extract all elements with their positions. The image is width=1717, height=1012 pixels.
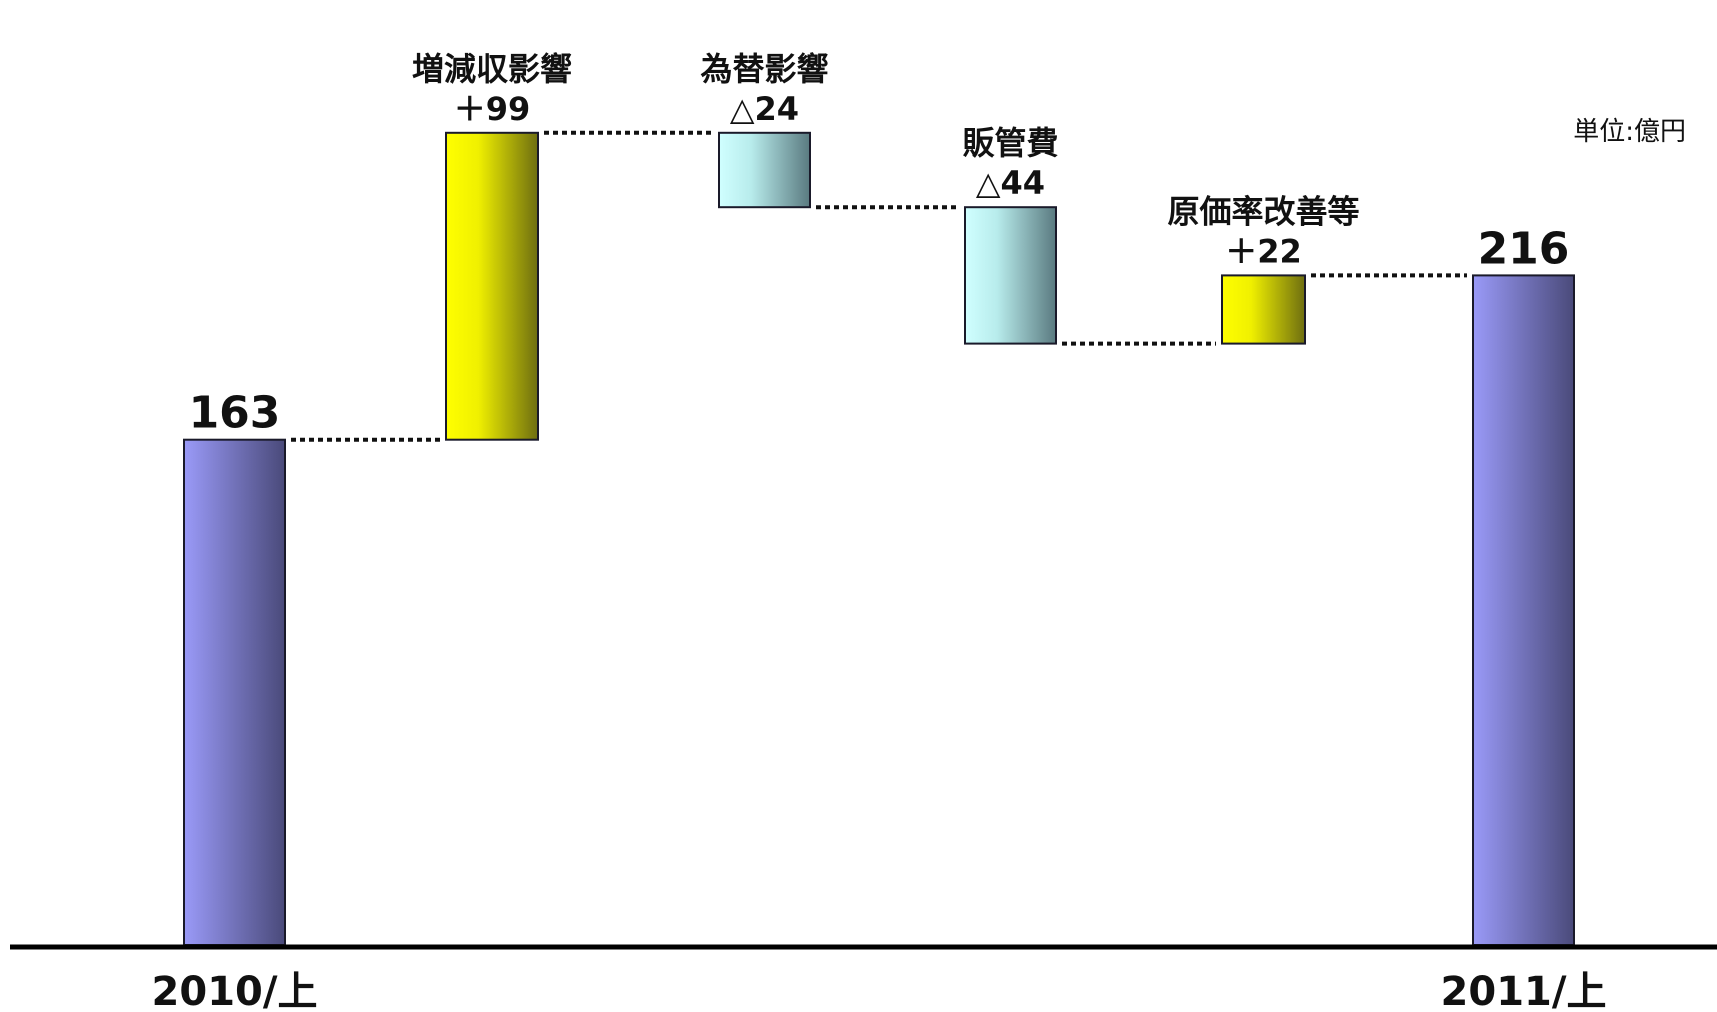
step-name-label-4: 原価率改善等 bbox=[1167, 192, 1359, 230]
bar-change-2 bbox=[718, 131, 811, 209]
bar-total-2010 bbox=[183, 438, 286, 946]
bar-change-4 bbox=[1221, 274, 1306, 345]
category-label-total-2010: 2010/上 bbox=[152, 969, 318, 1012]
step-name-label-3: 販管費 bbox=[962, 124, 1058, 162]
step-value-label-1: ＋99 bbox=[454, 90, 531, 128]
value-label-total-2011: 216 bbox=[1478, 223, 1570, 274]
step-value-label-4: ＋22 bbox=[1225, 232, 1302, 270]
bar-change-3 bbox=[964, 206, 1057, 345]
step-value-label-3: △44 bbox=[976, 164, 1045, 202]
connector-lines bbox=[291, 130, 1467, 442]
labels-layer: 163 2010/上 増減収影響＋99 為替影響△24 販管費△44 原価率改善等＋22 2… bbox=[152, 50, 1607, 1012]
category-label-total-2011: 2011/上 bbox=[1441, 969, 1607, 1012]
step-name-label-1: 増減収影響 bbox=[412, 50, 572, 88]
bar-total-2011 bbox=[1472, 274, 1575, 946]
value-label-total-2010: 163 bbox=[189, 388, 281, 439]
step-name-label-2: 為替影響 bbox=[700, 50, 828, 88]
step-value-label-2: △24 bbox=[730, 90, 799, 128]
bars-layer bbox=[183, 131, 1575, 946]
unit-label: 単位:億円 bbox=[1573, 117, 1686, 147]
bar-change-1 bbox=[445, 131, 539, 441]
